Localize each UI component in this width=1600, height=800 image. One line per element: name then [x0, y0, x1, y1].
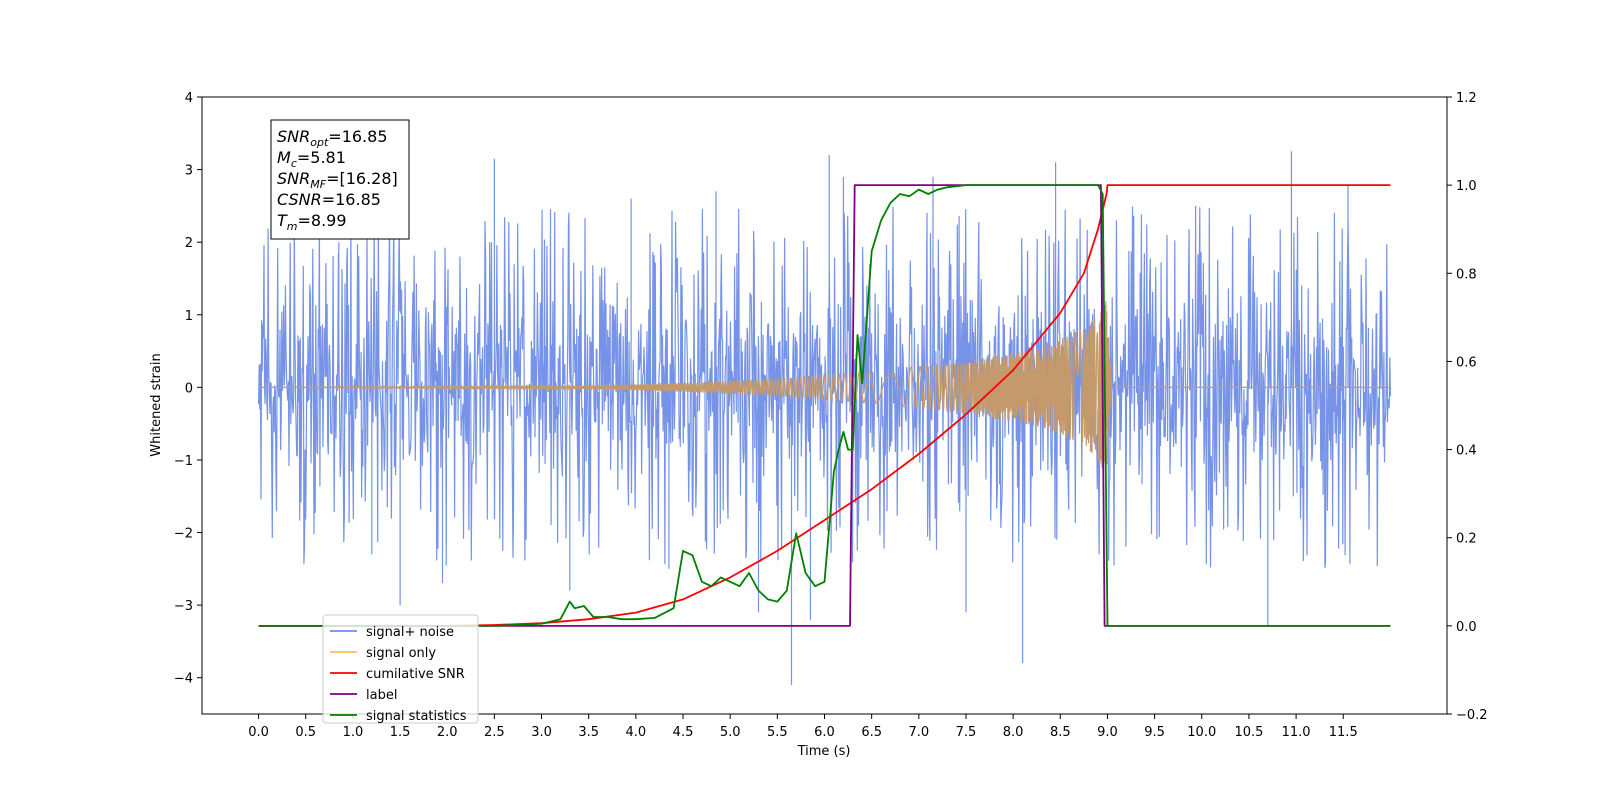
- legend-label: signal only: [366, 646, 436, 661]
- x-tick-label: 1.0: [343, 725, 364, 740]
- x-tick-label: 9.0: [1097, 725, 1118, 740]
- x-tick-label: 0.5: [295, 725, 316, 740]
- annotation-subscript: opt: [310, 136, 329, 149]
- annotation-symbol: SNR: [277, 169, 310, 188]
- y-tick-label: 2: [185, 236, 193, 251]
- y2-tick-label: −0.2: [1456, 708, 1488, 723]
- y-tick-label: 0: [185, 381, 193, 396]
- axes-layer: 0.0 0.5 1.0 1.5 2.0 2.5 3.0 3.5 4.0 4.5 5.0 5.5 6.0 6…: [174, 91, 1488, 740]
- y-tick-label: −1: [174, 454, 193, 469]
- y2-tick-label: 0.0: [1456, 620, 1477, 635]
- x-tick-label: 7.5: [956, 725, 977, 740]
- legend-label: signal+ noise: [366, 625, 454, 640]
- x-axis-label: Time (s): [797, 744, 851, 759]
- y-tick-label: 3: [185, 164, 193, 179]
- annotation-line: SNRMF=[16.28]: [277, 169, 398, 191]
- x-tick-label: 4.5: [673, 725, 694, 740]
- y-tick-label: 4: [185, 91, 193, 106]
- annotation-subscript: m: [287, 220, 298, 233]
- x-tick-label: 9.5: [1144, 725, 1165, 740]
- x-tick-label: 5.0: [720, 725, 741, 740]
- x-tick-label: 4.0: [626, 725, 647, 740]
- annotation-symbol: T: [277, 211, 288, 230]
- annotation-subscript: MF: [310, 178, 326, 191]
- annotation-value: =8.99: [298, 211, 347, 230]
- y2-tick-label: 0.2: [1456, 532, 1477, 547]
- x-tick-label: 2.0: [437, 725, 458, 740]
- x-tick-label: 11.0: [1282, 725, 1311, 740]
- y-tick-label: −3: [174, 599, 193, 614]
- annotation-symbol: SNR: [277, 127, 310, 146]
- y2-tick-label: 0.6: [1456, 355, 1477, 370]
- x-tick-label: 6.0: [814, 725, 835, 740]
- annotation-symbol: M: [277, 148, 291, 167]
- annotation-value: =16.85: [322, 190, 381, 209]
- y-tick-label: −2: [174, 527, 193, 542]
- y-axis-label: Whitened strain: [149, 353, 164, 456]
- annotation-subscript: c: [291, 157, 297, 170]
- annotation-line: Mc=5.81: [277, 148, 346, 170]
- series-signal-statistics: [258, 184, 1391, 627]
- legend-frame: [322, 614, 479, 724]
- x-tick-label: 6.5: [861, 725, 882, 740]
- x-tick-label: 0.0: [248, 725, 269, 740]
- annotation-line: CSNR=16.85: [277, 190, 381, 209]
- x-tick-label: 10.5: [1234, 725, 1263, 740]
- x-tick-label: 3.5: [578, 725, 599, 740]
- x-tick-label: 7.0: [908, 725, 929, 740]
- annotation-value: =[16.28]: [326, 169, 398, 188]
- annotation-frame: [270, 119, 410, 240]
- x-tick-label: 3.0: [531, 725, 552, 740]
- x-tick-label: 5.5: [767, 725, 788, 740]
- annotation-value: =5.81: [297, 148, 346, 167]
- legend: signal+ noise signal only cumilative SNR la…: [322, 614, 479, 724]
- plot-series-layer: [258, 151, 1391, 685]
- y2-tick-label: 0.4: [1456, 444, 1477, 459]
- legend-label: signal statistics: [366, 709, 467, 724]
- series-signal-only: [258, 301, 1391, 469]
- annotation-line: SNRopt=16.85: [277, 127, 388, 149]
- y2-tick-label: 1.2: [1456, 91, 1477, 106]
- x-tick-label: 11.5: [1329, 725, 1358, 740]
- x-tick-label: 2.5: [484, 725, 505, 740]
- legend-label: label: [366, 688, 397, 703]
- x-tick-label: 10.0: [1187, 725, 1216, 740]
- y2-tick-label: 0.8: [1456, 267, 1477, 282]
- x-tick-label: 8.0: [1003, 725, 1024, 740]
- legend-label: cumilative SNR: [366, 667, 465, 682]
- y-tick-label: 1: [185, 309, 193, 324]
- y-tick-label: −4: [174, 672, 193, 687]
- annotation-box: SNRopt=16.85Mc=5.81SNRMF=[16.28]CSNR=16.…: [270, 119, 410, 240]
- annotation-symbol: CSNR: [277, 190, 322, 209]
- x-tick-label: 8.5: [1050, 725, 1071, 740]
- x-tick-label: 1.5: [390, 725, 411, 740]
- annotation-line: Tm=8.99: [277, 211, 347, 233]
- annotation-value: =16.85: [328, 127, 387, 146]
- y2-tick-label: 1.0: [1456, 179, 1477, 194]
